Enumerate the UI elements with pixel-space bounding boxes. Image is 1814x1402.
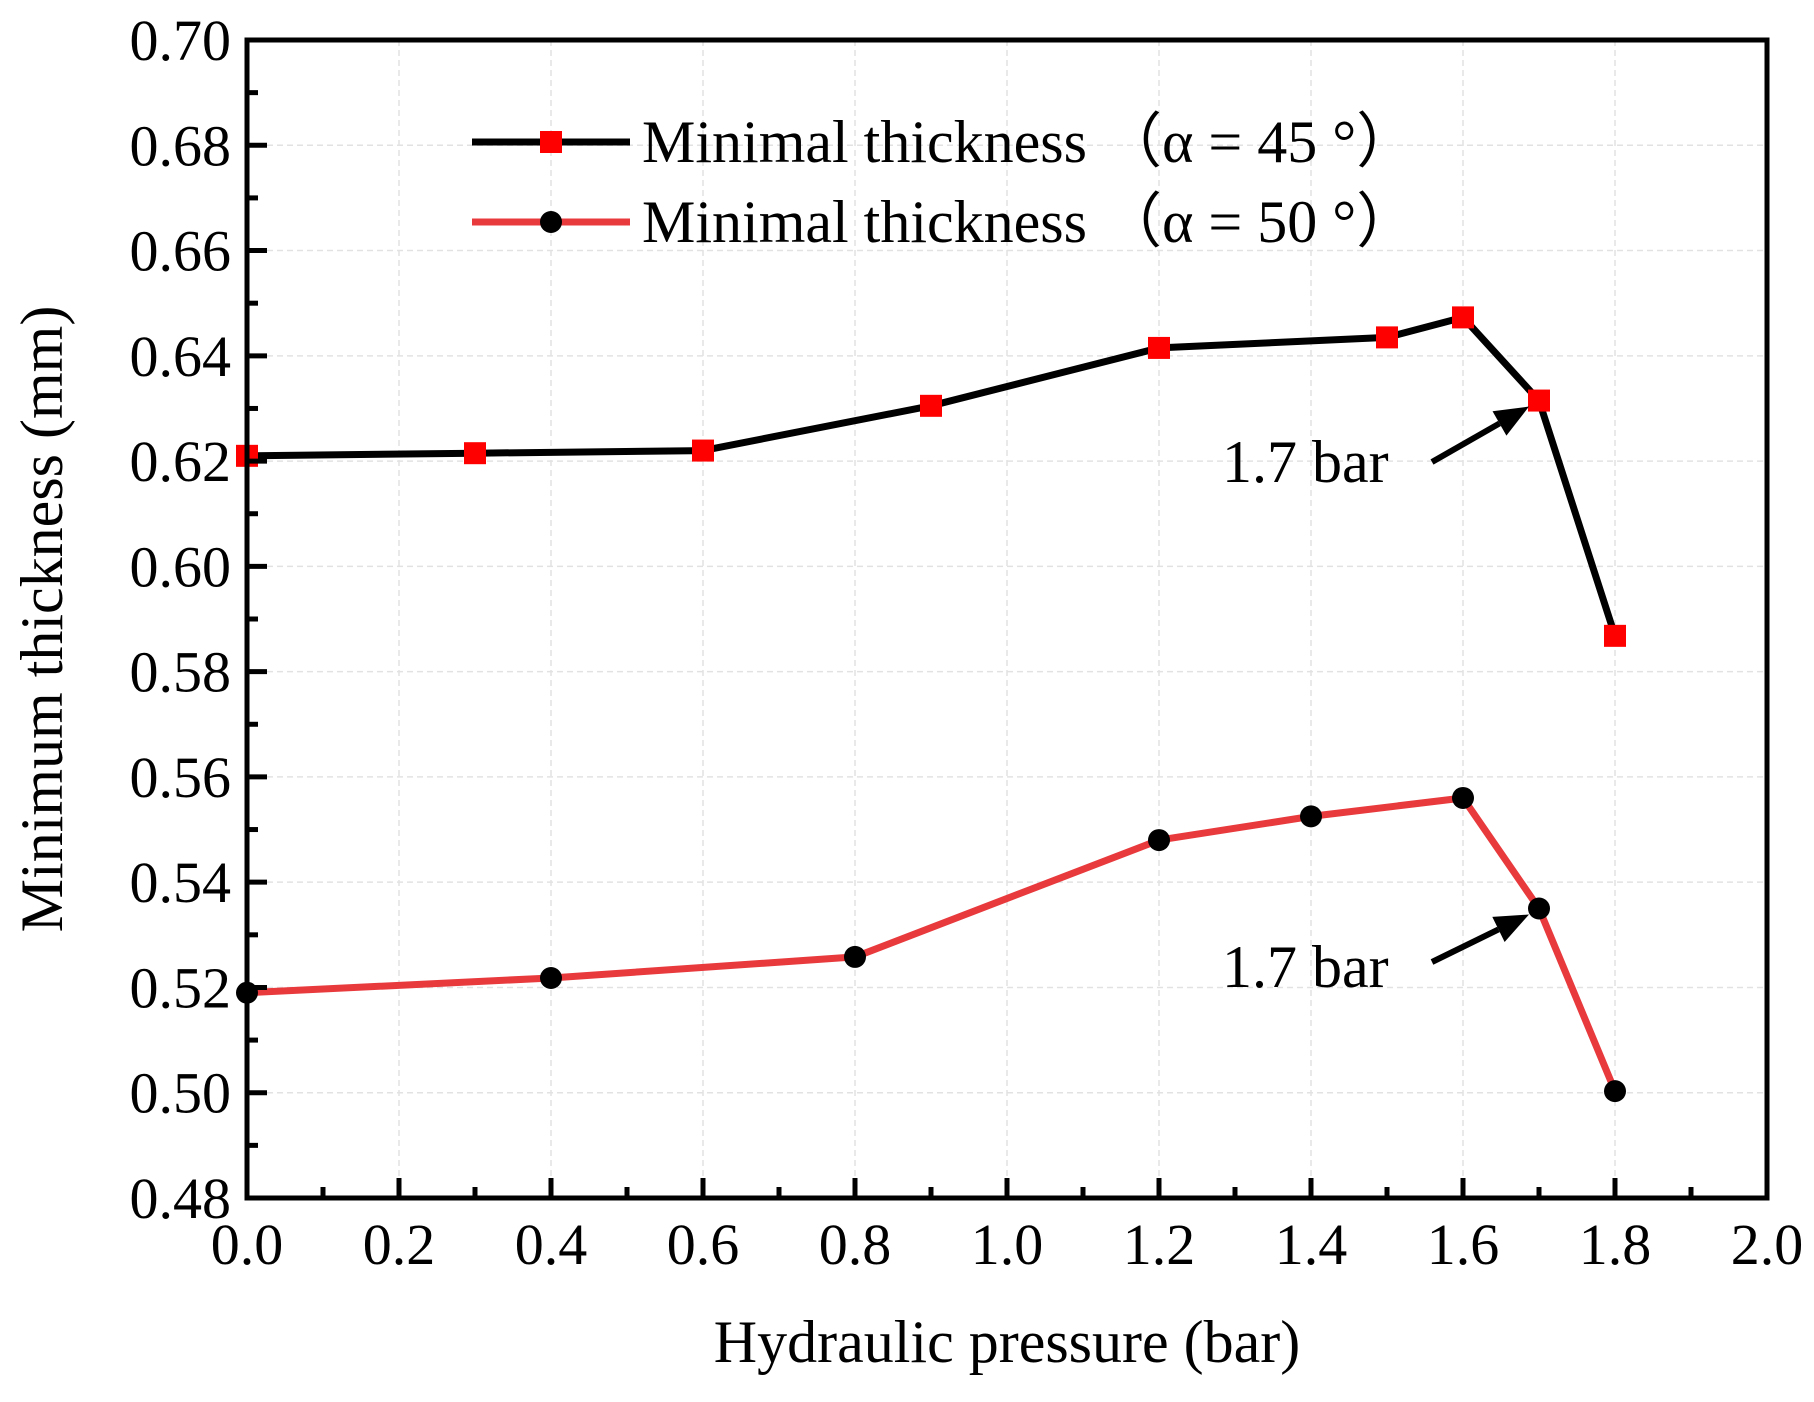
data-point-alpha-45 — [1528, 389, 1550, 412]
x-tick-label: 0.2 — [363, 1212, 436, 1277]
legend-marker-circle — [540, 211, 562, 233]
annotation-arrow — [1430, 926, 1500, 965]
data-point-alpha-45 — [1376, 326, 1398, 349]
data-point-alpha-50 — [844, 945, 866, 968]
y-tick-label: 0.70 — [130, 8, 232, 73]
x-tick-labels: 0.0 0.2 0.4 0.6 0.8 1.0 1.2 1.4 1.6 1.8 2.0 — [211, 1212, 1804, 1277]
y-tick-label: 0.64 — [130, 324, 232, 389]
data-point-alpha-50 — [1300, 805, 1322, 828]
data-point-alpha-45 — [692, 439, 714, 462]
y-axis-title: Minimum thickness (mm) — [9, 306, 75, 933]
y-tick-label: 0.62 — [130, 429, 232, 494]
grid-lines — [247, 40, 1767, 1198]
annotation-1-7-bar-upper: 1.7 bar — [1222, 406, 1529, 495]
y-tick-labels: 0.48 0.50 0.52 0.54 0.56 0.58 0.60 0.62 0.64 0.66… — [130, 8, 232, 1231]
y-tick-label: 0.68 — [130, 113, 232, 178]
x-tick-label: 1.4 — [1275, 1212, 1348, 1277]
y-tick-label: 0.66 — [130, 219, 232, 284]
annotation-1-7-bar-lower: 1.7 bar — [1222, 914, 1529, 1000]
series-line-alpha-50 — [243, 794, 1619, 1095]
series-line-alpha-45 — [243, 313, 1619, 640]
y-tick-label: 0.54 — [130, 850, 232, 915]
x-tick-label: 0.8 — [819, 1212, 892, 1277]
x-tick-label: 1.0 — [971, 1212, 1044, 1277]
y-tick-label: 0.56 — [130, 745, 232, 810]
annotation-arrowhead — [1492, 406, 1529, 436]
data-point-alpha-50 — [540, 966, 562, 989]
x-tick-label: 1.2 — [1123, 1212, 1196, 1277]
data-point-alpha-50 — [1528, 897, 1550, 920]
legend-label-alpha-45: Minimal thickness （α = 45 °） — [642, 109, 1416, 175]
legend-entry-alpha-45: Minimal thickness （α = 45 °） — [472, 109, 1416, 175]
x-tick-label: 1.8 — [1579, 1212, 1652, 1277]
data-point-alpha-45 — [920, 394, 942, 417]
legend-label-alpha-50: Minimal thickness （α = 50 °） — [642, 189, 1416, 255]
data-point-alpha-45 — [1604, 624, 1626, 647]
annotation-label: 1.7 bar — [1222, 934, 1389, 1000]
y-tick-label: 0.52 — [130, 955, 232, 1020]
x-tick-label: 2.0 — [1731, 1212, 1804, 1277]
legend-marker-square — [540, 131, 562, 153]
data-point-alpha-45 — [1452, 306, 1474, 329]
x-tick-label: 0.4 — [515, 1212, 588, 1277]
annotation-label: 1.7 bar — [1222, 429, 1389, 495]
data-point-alpha-50 — [1148, 829, 1170, 852]
y-tick-label: 0.60 — [130, 534, 232, 599]
y-tick-label: 0.50 — [130, 1061, 232, 1126]
y-tick-label: 0.48 — [130, 1166, 232, 1231]
legend: Minimal thickness （α = 45 °） Minimal thi… — [472, 109, 1416, 255]
data-point-alpha-45 — [464, 442, 486, 465]
legend-entry-alpha-50: Minimal thickness （α = 50 °） — [472, 189, 1416, 255]
data-point-alpha-50 — [1452, 786, 1474, 809]
data-point-alpha-50 — [1604, 1080, 1626, 1103]
x-tick-label: 0.0 — [211, 1212, 284, 1277]
marker-layer — [236, 306, 1626, 1103]
axis-ticks — [244, 37, 1770, 1201]
y-tick-label: 0.58 — [130, 640, 232, 705]
data-point-alpha-45 — [1148, 336, 1170, 359]
x-tick-label: 0.6 — [667, 1212, 740, 1277]
annotation-arrowhead — [1492, 914, 1529, 943]
series-layer — [243, 313, 1619, 1095]
x-tick-label: 1.6 — [1427, 1212, 1500, 1277]
x-axis-title: Hydraulic pressure (bar) — [714, 1309, 1300, 1375]
annotation-arrow — [1430, 420, 1501, 465]
